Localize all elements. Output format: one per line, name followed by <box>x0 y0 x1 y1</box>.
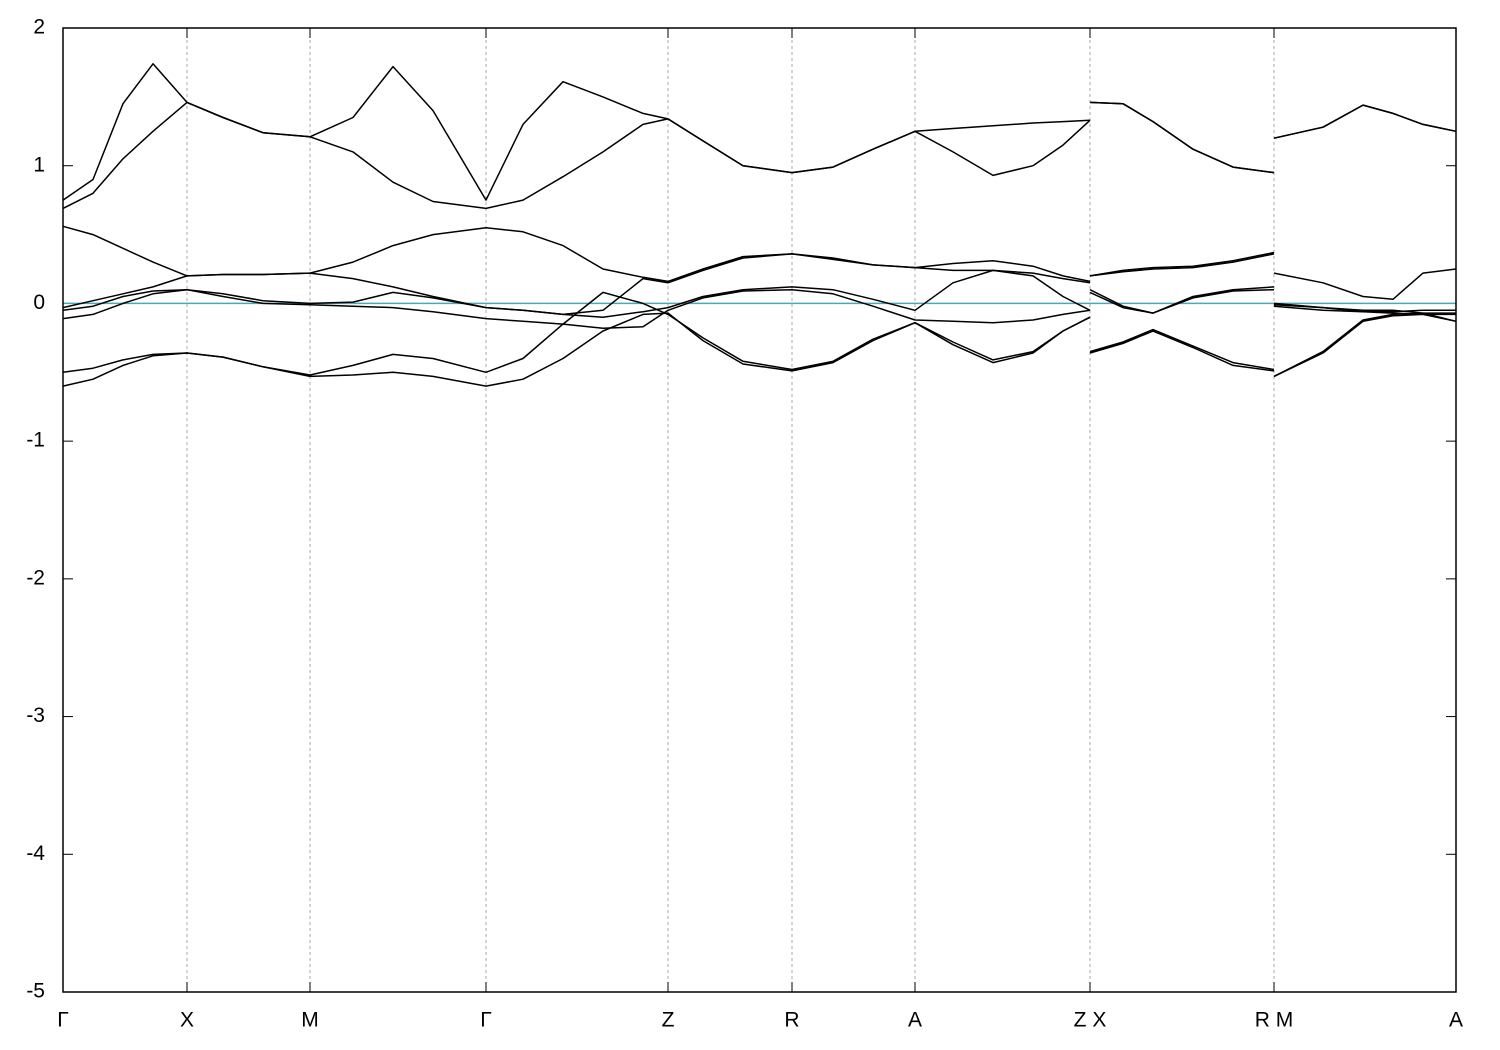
x-tick-label: R <box>784 1009 799 1032</box>
y-tick-label: -3 <box>26 704 45 727</box>
y-tick-label: -2 <box>26 566 45 589</box>
y-tick-label: 0 <box>33 291 45 314</box>
y-tick-label: -5 <box>26 980 45 1003</box>
y-tick-label: 1 <box>33 153 45 176</box>
plot-frame <box>62 27 1457 993</box>
y-tick-label: -4 <box>26 842 45 865</box>
x-tick-label: A <box>1449 1009 1463 1032</box>
band-line <box>62 101 1457 210</box>
x-tick-label: Z X <box>1074 1009 1107 1032</box>
x-tick-label: M <box>301 1009 319 1032</box>
band-line <box>62 312 1456 387</box>
x-tick-label: R M <box>1255 1009 1294 1032</box>
x-tick-label: Z <box>662 1009 675 1032</box>
band-line <box>62 288 1457 329</box>
x-tick-label: A <box>908 1009 922 1032</box>
x-tick-label: X <box>180 1009 194 1032</box>
y-tick-label: -1 <box>26 429 45 452</box>
y-tick-label: 2 <box>33 16 45 39</box>
x-tick-label: Γ <box>57 1009 69 1032</box>
x-tick-label: Γ <box>480 1009 492 1032</box>
